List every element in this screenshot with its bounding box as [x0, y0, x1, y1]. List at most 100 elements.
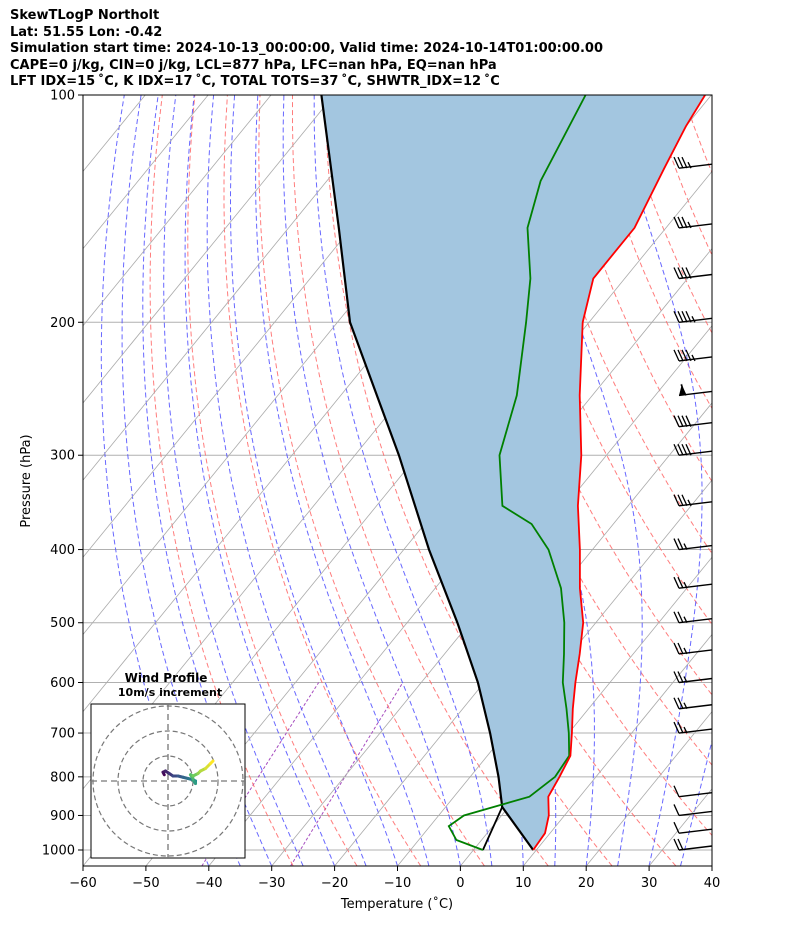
dry-adiabat-line — [716, 95, 794, 866]
wind-barb — [673, 443, 713, 456]
moist-adiabat-line — [313, 95, 493, 866]
hodograph: Wind Profile 10m/s increment — [90, 671, 246, 859]
isotherm-line — [334, 402, 712, 866]
moist-adiabat-line — [163, 95, 304, 866]
isotherm-line — [83, 95, 335, 404]
y-tick-label: 700 — [50, 727, 75, 742]
dry-adiabat-line — [187, 95, 358, 866]
moist-adiabat-line — [282, 95, 461, 866]
y-axis: 100 200 300 400 500 600 700 800 900 1000 — [42, 89, 83, 859]
x-tick-label: −50 — [132, 876, 159, 891]
isotherm-line — [711, 865, 712, 866]
dewpoint-line — [447, 95, 587, 851]
x-tick-label: −60 — [69, 876, 96, 891]
y-tick-label: 1000 — [42, 844, 75, 859]
moist-adiabat-line — [206, 95, 367, 866]
wind-barb — [673, 538, 713, 551]
moist-adiabat-line — [680, 739, 712, 866]
y-tick-label: 800 — [50, 770, 75, 785]
wind-barb — [673, 697, 713, 710]
isotherm-line — [83, 95, 398, 481]
sounding-profiles — [320, 95, 706, 851]
x-axis: −60 −50 −40 −30 −20 −10 0 10 20 30 40 — [69, 866, 720, 891]
x-tick-label: 20 — [578, 876, 595, 891]
isotherm-line — [83, 95, 272, 327]
x-axis-title: Temperature (˚C) — [340, 896, 453, 912]
wind-barb — [673, 785, 713, 798]
x-tick-label: 40 — [704, 876, 721, 891]
hodograph-ring — [117, 730, 219, 832]
wind-barb — [673, 494, 713, 507]
y-tick-label: 900 — [50, 809, 75, 824]
x-tick-label: −20 — [321, 876, 348, 891]
dry-adiabat-line — [149, 95, 294, 866]
dry-adiabat-line — [650, 95, 712, 257]
hodograph-title: Wind Profile — [125, 671, 208, 685]
shaded-area — [321, 95, 706, 850]
wind-barb — [678, 383, 713, 397]
mixing-ratio-line — [290, 682, 404, 866]
y-tick-label: 400 — [50, 543, 75, 558]
y-tick-label: 600 — [50, 676, 75, 691]
wind-barb — [673, 721, 713, 734]
wind-barb — [673, 415, 713, 428]
x-tick-label: −10 — [384, 876, 411, 891]
isotherm-line — [648, 788, 712, 866]
wind-barb — [673, 311, 713, 323]
wind-barb — [673, 349, 713, 362]
parcel-line — [320, 95, 535, 851]
moist-adiabat-line — [518, 95, 643, 866]
x-tick-label: −30 — [258, 876, 285, 891]
wind-barb — [673, 821, 713, 834]
wind-barb — [673, 804, 713, 817]
moist-adiabat-line — [142, 95, 273, 866]
wind-barb — [673, 671, 713, 684]
x-tick-label: −40 — [195, 876, 222, 891]
mixing-ratio-line — [201, 682, 320, 866]
moist-adiabat-line — [255, 95, 430, 866]
wind-barb — [673, 267, 713, 280]
wind-barbs — [673, 156, 713, 851]
isotherm-line — [83, 95, 209, 250]
isotherm-line — [0, 95, 82, 866]
chart-header: SkewTLogP Northolt Lat: 51.55 Lon: -0.42… — [10, 8, 603, 91]
stability-line: CAPE=0 j/kg, CIN=0 j/kg, LCL=877 hPa, LF… — [10, 57, 497, 73]
dry-adiabat-line — [781, 95, 794, 866]
x-tick-label: 30 — [641, 876, 658, 891]
wind-barb — [673, 838, 713, 851]
moist-adiabat-line — [184, 95, 336, 866]
wind-barb — [673, 611, 713, 624]
isotherm-line — [522, 633, 712, 866]
chart-title: SkewTLogP Northolt — [10, 8, 160, 23]
x-tick-label: 0 — [456, 876, 464, 891]
dry-adiabat-line — [223, 95, 422, 866]
temperature-line — [532, 95, 706, 851]
moist-adiabat-line — [711, 864, 712, 866]
y-tick-label: 200 — [50, 316, 75, 331]
mixing-ratio-lines — [201, 682, 404, 866]
wind-barb — [673, 642, 713, 655]
time-line: Simulation start time: 2024-10-13_00:00:… — [10, 41, 603, 56]
wind-barb — [673, 216, 713, 229]
location-line: Lat: 51.55 Lon: -0.42 — [10, 24, 163, 40]
x-tick-label: 10 — [515, 876, 532, 891]
dry-adiabat-line — [585, 95, 712, 410]
y-tick-label: 300 — [50, 449, 75, 464]
y-tick-label: 100 — [50, 89, 75, 104]
wind-barb — [673, 156, 713, 169]
y-axis-title: Pressure (hPa) — [19, 434, 34, 527]
isotherm-line — [585, 711, 712, 866]
y-tick-label: 500 — [50, 616, 75, 631]
index-line: LFT IDX=15 ˚C, K IDX=17 ˚C, TOTAL TOTS=3… — [10, 74, 500, 89]
hodograph-subtitle: 10m/s increment — [118, 686, 222, 699]
dry-adiabat-line — [519, 95, 712, 555]
dry-adiabat-line — [324, 95, 613, 866]
dry-adiabat-line — [617, 95, 712, 335]
wind-barb — [673, 576, 713, 589]
lcl-dewpoint-line — [482, 806, 504, 851]
moist-adiabat-line — [610, 95, 703, 866]
dry-adiabat-line — [487, 95, 712, 626]
dry-adiabat-line — [748, 95, 794, 866]
hodograph-segment — [209, 759, 215, 765]
